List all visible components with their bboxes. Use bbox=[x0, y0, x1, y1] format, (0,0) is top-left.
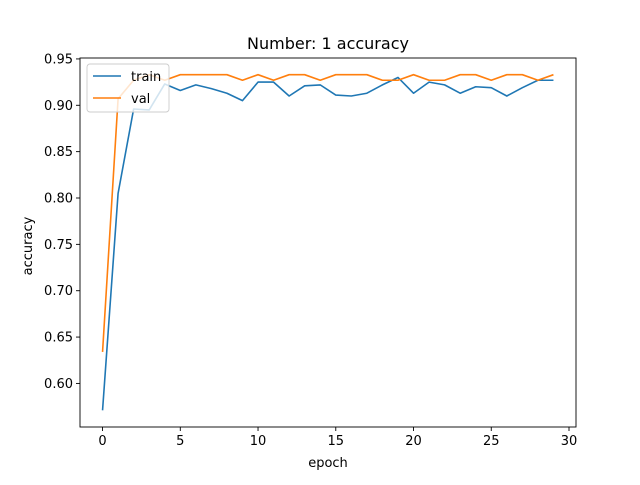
x-axis-label: epoch bbox=[308, 456, 348, 471]
y-tick-label: 0.80 bbox=[44, 191, 73, 206]
legend: train val bbox=[86, 63, 170, 113]
series-line-val bbox=[101, 73, 554, 352]
y-axis-label: accuracy bbox=[21, 216, 36, 275]
y-tick-label: 0.60 bbox=[44, 377, 73, 392]
x-tick-label: 20 bbox=[405, 434, 422, 449]
series-line-train bbox=[101, 76, 554, 411]
x-tick-label: 10 bbox=[250, 434, 267, 449]
y-tick-label: 0.85 bbox=[44, 145, 73, 160]
y-axis: 0.60 0.65 0.70 0.75 0.80 0.85 0.90 0.95 bbox=[44, 52, 80, 392]
y-tick-label: 0.75 bbox=[44, 238, 73, 253]
y-tick-label: 0.65 bbox=[44, 331, 73, 346]
axes-frame bbox=[79, 57, 577, 428]
x-tick-label: 5 bbox=[176, 434, 184, 449]
x-tick-label: 30 bbox=[561, 434, 578, 449]
x-axis: 0 5 10 15 20 25 30 bbox=[98, 427, 577, 449]
plot-area bbox=[79, 57, 577, 428]
x-tick-label: 15 bbox=[328, 434, 345, 449]
y-tick-label: 0.70 bbox=[44, 284, 73, 299]
y-tick-label: 0.95 bbox=[44, 52, 73, 67]
x-tick-label: 0 bbox=[98, 434, 106, 449]
legend-label-train: train bbox=[131, 70, 161, 85]
x-tick-label: 25 bbox=[483, 434, 500, 449]
y-tick-label: 0.90 bbox=[44, 99, 73, 114]
chart-title: Number: 1 accuracy bbox=[247, 34, 409, 53]
legend-label-val: val bbox=[131, 92, 150, 107]
